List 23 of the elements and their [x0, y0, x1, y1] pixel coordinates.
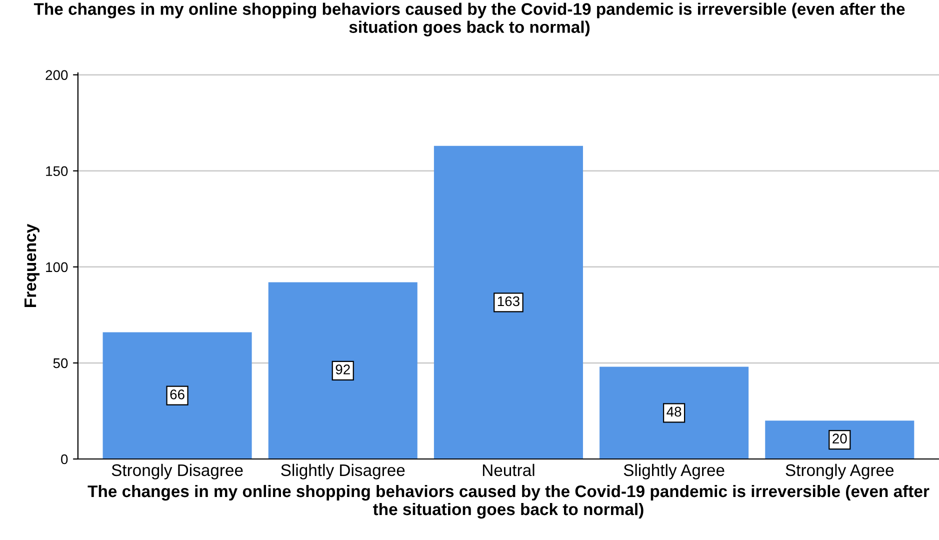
data-label: 20 [832, 434, 847, 444]
data-label: 66 [170, 390, 184, 400]
x-tick-label: Neutral [482, 464, 534, 476]
data-label: 48 [666, 406, 682, 417]
y-axis-title: Frequency [24, 224, 40, 307]
x-tick-label: Strongly Agree [786, 464, 894, 480]
bar [102, 332, 252, 459]
x-tick-label: Slightly Agree [624, 464, 724, 480]
data-label: 163 [498, 296, 520, 306]
bar [268, 282, 418, 459]
chart-title: The changes in my online shopping behaviors caused by the Covid-19 pandemic is irreversible (even after the situation goes back to normal) [34, 2, 905, 36]
x-tick-label: Slightly Disagree [281, 464, 405, 480]
x-tick-label: Strongly Disagree [112, 464, 243, 480]
x-axis-title: The changes in my online shopping behaviors caused by the Covid-19 pandemic is irreversible (even after the situation goes back to normal) [88, 484, 930, 519]
y-tick-label: 200 [46, 70, 68, 80]
data-label: 92 [336, 364, 350, 374]
y-tick-label: 50 [53, 358, 68, 368]
y-tick-label: 100 [46, 262, 68, 272]
y-tick-label: 150 [46, 166, 68, 176]
bar [765, 420, 914, 459]
bar [434, 146, 583, 459]
y-tick-label: 0 [61, 454, 68, 464]
bar [600, 366, 749, 459]
